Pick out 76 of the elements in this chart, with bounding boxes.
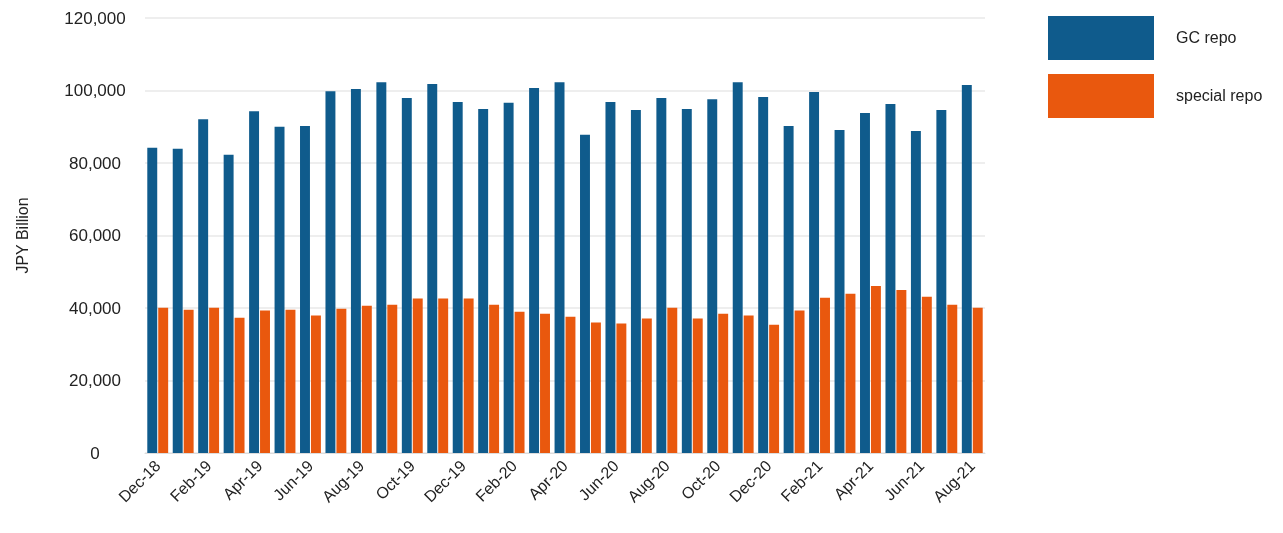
bar: [590, 322, 601, 453]
bar: [285, 309, 296, 453]
bar: [209, 307, 220, 453]
bar: [961, 85, 972, 453]
bar: [412, 298, 423, 453]
bar: [554, 82, 565, 453]
bar: [503, 102, 514, 453]
bar: [336, 308, 347, 453]
bar: [718, 313, 729, 453]
bar: [641, 318, 652, 453]
bar: [325, 91, 336, 453]
bar: [707, 99, 718, 453]
bar: [452, 102, 463, 453]
bar: [896, 289, 907, 453]
bar: [667, 307, 678, 453]
bar: [656, 98, 667, 453]
bar: [183, 309, 194, 453]
bar: [794, 310, 805, 453]
bar: [514, 311, 525, 453]
bar: [743, 315, 754, 453]
bar: [172, 148, 183, 453]
bar: [274, 126, 285, 453]
bar: [489, 304, 500, 453]
y-tick-label: 100,000: [64, 81, 126, 100]
y-tick-label: 20,000: [69, 371, 121, 390]
bar: [234, 317, 245, 453]
bar: [605, 102, 616, 453]
bar: [860, 112, 870, 453]
bar: [834, 130, 845, 453]
bar: [350, 89, 361, 453]
text: GC repo: [1176, 29, 1237, 47]
text: special repo: [1176, 87, 1263, 105]
bar: [478, 108, 489, 453]
bar: [438, 298, 449, 453]
y-tick-label: 120,000: [64, 8, 126, 28]
bar: [936, 110, 947, 453]
bar: [427, 83, 438, 453]
bar: [870, 285, 881, 453]
y-axis-title: JPY Billion: [13, 197, 31, 274]
bar: [845, 293, 856, 453]
bar: [147, 147, 158, 453]
bar: [158, 307, 169, 453]
bar: [885, 103, 896, 453]
bar: [580, 134, 590, 453]
bar: [300, 126, 310, 453]
bar: [401, 98, 412, 453]
bar: [921, 296, 932, 453]
bar: [769, 324, 780, 453]
y-tick-label: 60,000: [69, 226, 121, 245]
bar: [783, 126, 794, 453]
bar: [630, 110, 641, 453]
y-tick-label: 0: [90, 443, 100, 463]
bar: [732, 82, 743, 453]
y-tick-label: 80,000: [69, 153, 121, 173]
bar: [376, 82, 387, 453]
bar: [361, 305, 372, 453]
bar: [692, 318, 703, 453]
bar: [540, 313, 550, 453]
bar: [947, 304, 958, 453]
bar: [616, 323, 627, 453]
bar: [681, 108, 692, 453]
bar: [910, 131, 921, 453]
bar: [310, 315, 321, 453]
bar: [529, 87, 540, 453]
bar: [387, 304, 398, 453]
bar: [565, 316, 576, 453]
bar: [972, 307, 983, 453]
bar: [198, 119, 209, 453]
y-tick-label: 40,000: [69, 298, 121, 318]
bar: [463, 298, 474, 453]
bar: [223, 154, 234, 453]
bar: [249, 111, 260, 453]
bar: [758, 97, 769, 453]
bar: [809, 91, 820, 453]
bar: [820, 297, 830, 453]
bar: [260, 310, 270, 453]
